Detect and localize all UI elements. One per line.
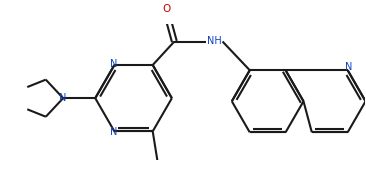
- Text: N: N: [345, 61, 352, 72]
- Text: N: N: [110, 127, 117, 137]
- Text: NH: NH: [207, 36, 222, 46]
- Text: O: O: [163, 4, 171, 14]
- Text: N: N: [59, 93, 67, 103]
- Text: N: N: [110, 59, 117, 69]
